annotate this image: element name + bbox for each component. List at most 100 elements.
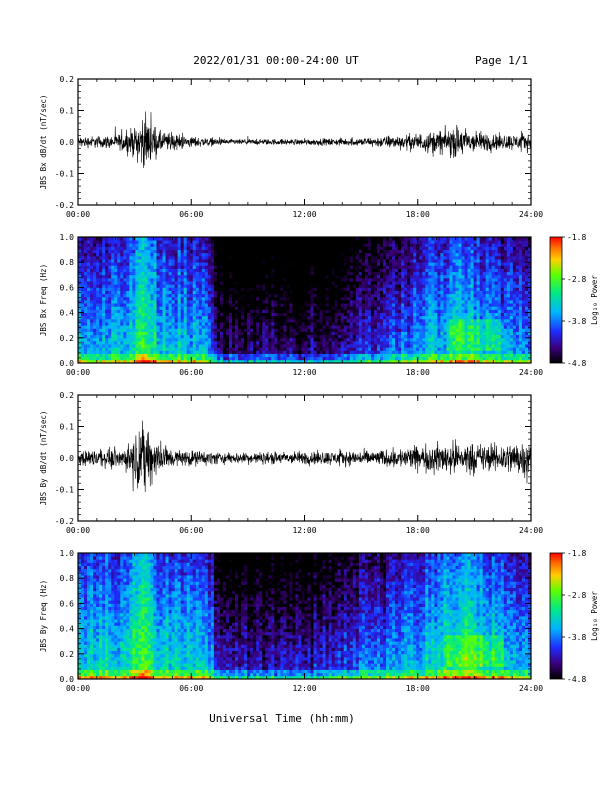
spectrogram-cell (328, 262, 333, 266)
spectrogram-cell (105, 268, 109, 273)
spectrogram-cell (301, 312, 305, 317)
spectrogram-cell (343, 246, 348, 250)
spectrogram-cell (443, 255, 447, 260)
spectrogram-cell (401, 344, 405, 348)
spectrogram-cell (376, 240, 381, 244)
spectrogram-cell (183, 243, 188, 247)
spectrogram-cell (90, 347, 94, 351)
spectrogram-cell (229, 315, 233, 320)
spectrogram-cell (138, 353, 142, 358)
spectrogram-cell (123, 312, 127, 317)
spectrogram-cell (132, 240, 136, 244)
spectrogram-cell (183, 277, 188, 282)
spectrogram-cell (183, 312, 188, 317)
spectrogram-cell (174, 284, 179, 288)
spectrogram-cell (171, 271, 176, 276)
spectrogram-cell (349, 306, 354, 310)
spectrogram-cell (216, 274, 221, 279)
spectrogram-cell (443, 318, 447, 323)
spectrogram-cell (440, 296, 444, 301)
spectrogram-cell (201, 331, 206, 336)
spectrogram-cell (274, 325, 278, 329)
spectrogram-cell (358, 331, 363, 336)
spectrogram-cell (87, 252, 91, 257)
spectrogram-cell (373, 312, 378, 317)
spectrogram-cell (219, 350, 224, 354)
spectrogram-cell (392, 322, 396, 326)
spectrogram-cell (386, 334, 390, 339)
spectrogram-cell (105, 359, 109, 364)
spectrogram-cell (343, 322, 348, 326)
spectrogram-cell (168, 350, 173, 354)
spectrogram-cell (250, 240, 254, 244)
spectrogram-cell (428, 246, 432, 250)
spectrogram-cell (340, 268, 345, 273)
spectrogram-cell (117, 303, 121, 307)
spectrogram-cell (210, 255, 215, 260)
spectrogram-cell (401, 243, 405, 247)
spectrogram-cell (268, 318, 272, 323)
spectrogram-cell (277, 259, 281, 263)
spectrogram-cell (413, 328, 417, 332)
spectrogram-cell (93, 284, 97, 288)
spectrogram-cell (213, 340, 218, 345)
spectrogram-cell (141, 287, 145, 291)
spectrogram-cell (108, 312, 112, 317)
spectrogram-cell (213, 293, 218, 298)
spectrogram-cell (274, 287, 278, 291)
spectrogram-cell (120, 353, 124, 358)
spectrogram-cell (416, 277, 420, 282)
spectrogram-cell (108, 252, 112, 257)
spectrogram-cell (90, 277, 94, 282)
spectrogram-cell (322, 350, 327, 354)
spectrogram-cell (135, 353, 139, 358)
spectrogram-cell (265, 315, 269, 320)
spectrogram-cell (401, 309, 405, 313)
spectrogram-cell (265, 353, 269, 358)
spectrogram-cell (319, 259, 324, 263)
spectrogram-cell (171, 337, 176, 342)
spectrogram-cell (180, 331, 185, 336)
spectrogram-cell (232, 331, 236, 336)
spectrogram-cell (147, 240, 151, 244)
spectrogram-cell (416, 315, 420, 320)
spectrogram-cell (283, 240, 287, 244)
spectrogram-cell (201, 353, 206, 358)
spectrogram-cell (96, 277, 100, 282)
spectrogram-cell (108, 268, 112, 273)
spectrogram-cell (141, 328, 145, 332)
spectrogram-cell (93, 325, 97, 329)
spectrogram-cell (87, 293, 91, 298)
spectrogram-cell (340, 350, 345, 354)
spectrogram-cell (325, 265, 330, 269)
spectrogram-cell (286, 359, 290, 364)
spectrogram-cell (256, 303, 260, 307)
spectrogram-cell (298, 274, 302, 279)
spectrogram-cell (102, 331, 106, 336)
spectrogram-cell (93, 350, 97, 354)
spectrogram-cell (407, 287, 411, 291)
spectrogram-cell (229, 237, 233, 241)
spectrogram-cell (111, 300, 115, 304)
spectrogram-cell (177, 281, 182, 285)
spectrogram-cell (352, 337, 357, 342)
spectrogram-cell (407, 274, 411, 279)
spectrogram-cell (114, 344, 118, 348)
spectrogram-cell (168, 347, 173, 351)
spectrogram-cell (241, 249, 245, 254)
spectrogram-cell (156, 287, 160, 291)
spectrogram-cell (422, 353, 426, 358)
spectrogram-cell (274, 274, 278, 279)
spectrogram-cell (277, 296, 281, 301)
spectrogram-cell (141, 237, 145, 241)
spectrogram-cell (286, 262, 290, 266)
spectrogram-cell (355, 268, 360, 273)
spectrogram-cell (413, 347, 417, 351)
spectrogram-cell (422, 284, 426, 288)
spectrogram-cell (126, 340, 130, 345)
spectrogram-cell (334, 331, 339, 336)
spectrogram-cell (389, 328, 393, 332)
spectrogram-cell (352, 300, 357, 304)
spectrogram-cell (229, 300, 233, 304)
spectrogram-cell (295, 331, 299, 336)
